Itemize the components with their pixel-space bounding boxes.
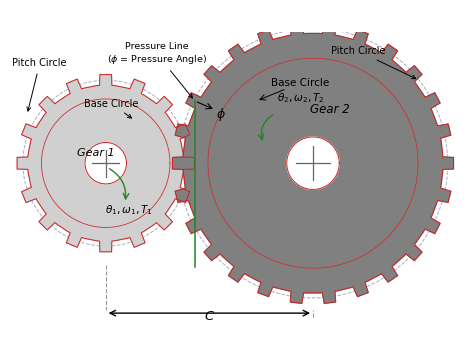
Text: Pitch Circle: Pitch Circle (331, 46, 416, 79)
Text: C: C (205, 310, 214, 323)
Text: $\theta_2, \omega_2, T_2$: $\theta_2, \omega_2, T_2$ (277, 91, 324, 105)
Text: Gear 2: Gear 2 (310, 103, 349, 117)
Text: Gear 1: Gear 1 (77, 148, 114, 158)
Circle shape (287, 137, 339, 189)
Text: Base Circle: Base Circle (84, 98, 138, 118)
Polygon shape (17, 74, 194, 252)
Polygon shape (173, 23, 454, 303)
Text: $\theta_1, \omega_1, T_1$: $\theta_1, \omega_1, T_1$ (105, 203, 153, 217)
Text: Pitch Circle: Pitch Circle (12, 58, 67, 111)
Text: $\phi$: $\phi$ (216, 106, 226, 123)
Text: Base Circle: Base Circle (272, 78, 330, 88)
Circle shape (85, 142, 127, 184)
Text: Pressure Line
($\phi$ = Pressure Angle): Pressure Line ($\phi$ = Pressure Angle) (107, 42, 207, 98)
